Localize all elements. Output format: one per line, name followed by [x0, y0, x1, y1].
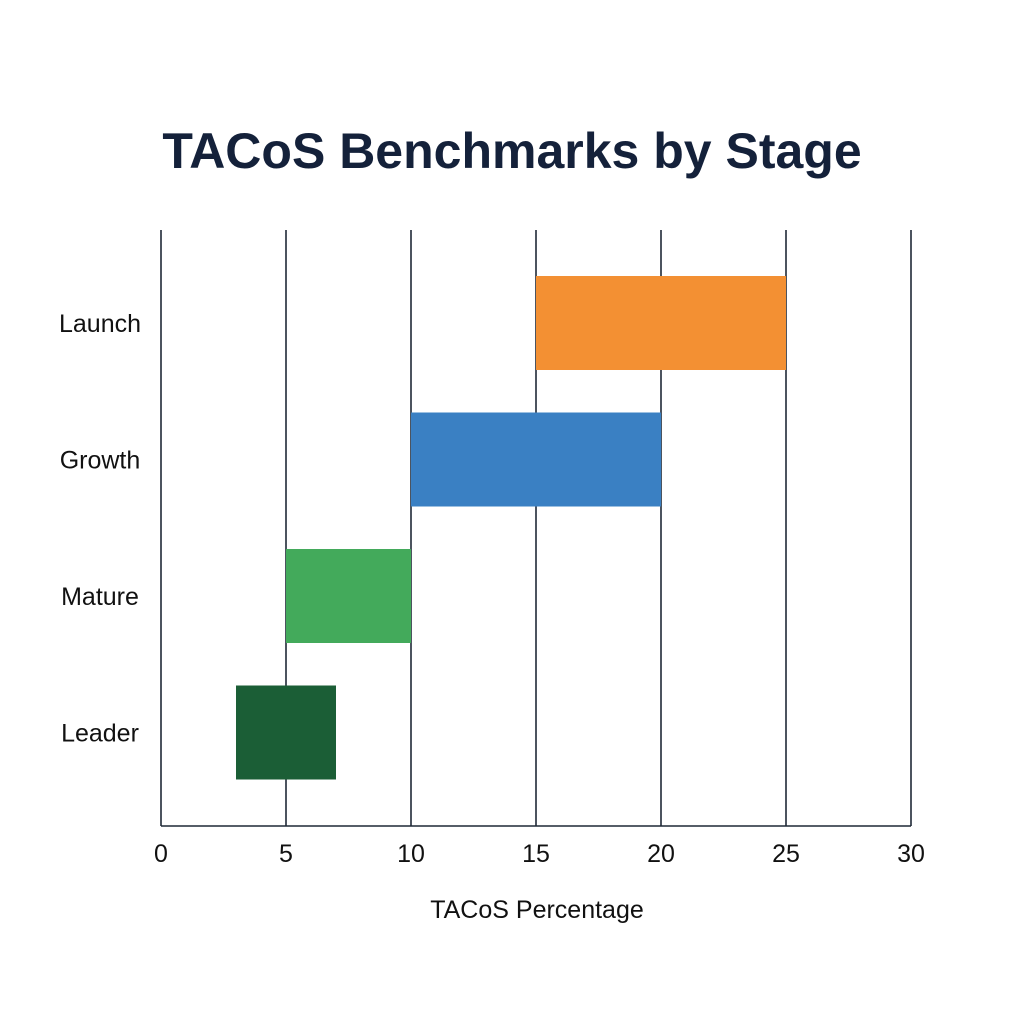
x-tick-label: 5 [279, 840, 293, 868]
x-tick-label: 30 [897, 840, 925, 868]
bar-growth [411, 412, 661, 507]
x-tick-label: 10 [397, 840, 425, 868]
x-tick-label: 0 [154, 840, 168, 868]
category-label: Mature [61, 583, 139, 611]
category-label: Launch [59, 310, 141, 338]
chart-title: TACoS Benchmarks by Stage [162, 123, 862, 179]
bar-launch [536, 276, 786, 370]
x-tick-label: 15 [522, 840, 550, 868]
x-tick-label: 20 [647, 840, 675, 868]
bar-mature [286, 549, 411, 643]
category-label: Leader [61, 720, 139, 748]
x-axis-label: TACoS Percentage [430, 896, 644, 924]
x-tick-label: 25 [772, 840, 800, 868]
category-label: Growth [60, 447, 141, 475]
bar-leader [236, 685, 336, 780]
